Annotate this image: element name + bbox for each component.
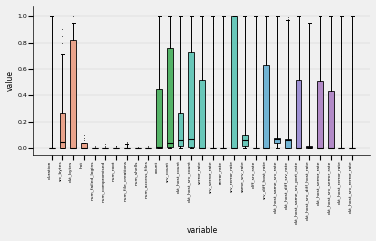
PathPatch shape xyxy=(199,80,205,148)
PathPatch shape xyxy=(285,139,291,148)
PathPatch shape xyxy=(263,65,269,148)
PathPatch shape xyxy=(81,143,87,148)
PathPatch shape xyxy=(242,135,248,146)
PathPatch shape xyxy=(177,113,183,146)
PathPatch shape xyxy=(306,146,312,148)
PathPatch shape xyxy=(231,16,237,148)
PathPatch shape xyxy=(296,80,302,148)
X-axis label: variable: variable xyxy=(186,227,218,235)
PathPatch shape xyxy=(274,138,280,143)
PathPatch shape xyxy=(167,48,173,147)
Y-axis label: value: value xyxy=(6,70,15,91)
PathPatch shape xyxy=(328,91,334,148)
PathPatch shape xyxy=(70,40,76,148)
PathPatch shape xyxy=(188,52,194,147)
PathPatch shape xyxy=(317,81,323,148)
PathPatch shape xyxy=(59,113,65,148)
PathPatch shape xyxy=(156,89,162,148)
